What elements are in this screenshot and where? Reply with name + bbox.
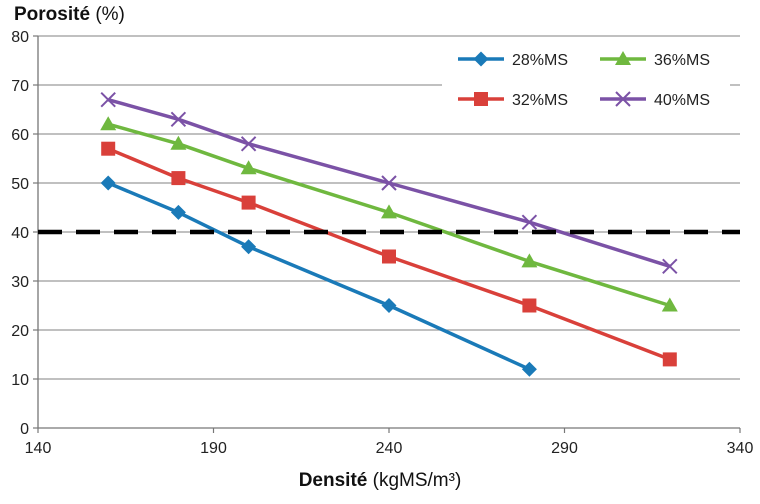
legend-marker <box>615 91 631 107</box>
data-point <box>241 195 256 210</box>
data-point <box>381 175 397 191</box>
legend-label: 36%MS <box>654 52 710 69</box>
data-point <box>662 352 677 367</box>
series-36%MS <box>100 116 678 312</box>
data-point-stroke <box>662 258 678 275</box>
data-point <box>521 253 538 268</box>
series-28%MS <box>100 175 537 377</box>
y-tick-label: 20 <box>11 323 29 340</box>
x-tick-label: 140 <box>25 440 52 457</box>
legend-marker <box>473 51 489 67</box>
x-tick-label: 290 <box>551 440 578 457</box>
data-point <box>521 214 538 230</box>
legend-label: 28%MS <box>512 52 568 69</box>
data-point <box>522 298 537 313</box>
x-axis-title-main: Densité <box>298 470 368 491</box>
data-point <box>521 361 537 377</box>
legend-label: 40%MS <box>654 92 710 109</box>
y-axis-title: Porosité (%) <box>14 4 125 26</box>
legend-item: 28%MS <box>458 51 568 69</box>
legend: 28%MS 36%MS 32%MS 40%MS <box>442 44 730 116</box>
x-axis-title: Densité (kgMS/m³) <box>0 470 760 492</box>
data-point <box>240 136 257 152</box>
series-line <box>107 181 531 371</box>
y-tick-label: 80 <box>11 29 29 46</box>
data-point <box>381 298 397 313</box>
legend-label: 32%MS <box>512 92 568 109</box>
series-32%MS <box>101 141 677 367</box>
data-point <box>100 91 116 108</box>
x-tick-label: 190 <box>200 440 227 457</box>
legend-marker <box>474 92 488 106</box>
data-point-stroke <box>381 175 397 191</box>
y-tick-label: 70 <box>11 78 29 95</box>
data-point <box>170 135 187 150</box>
data-point <box>381 204 397 219</box>
series-line <box>107 98 671 268</box>
data-point <box>100 175 116 191</box>
data-point <box>382 249 396 264</box>
data-point <box>170 111 187 128</box>
y-tick-label: 30 <box>11 274 29 291</box>
data-point <box>240 160 257 175</box>
y-tick-label: 40 <box>11 225 29 242</box>
data-point-stroke <box>100 91 116 108</box>
data-point <box>101 141 116 156</box>
y-axis-title-main: Porosité <box>14 4 91 25</box>
data-point <box>171 171 186 186</box>
series-line <box>107 122 671 308</box>
series-line <box>107 147 671 362</box>
x-tick-label: 340 <box>727 440 754 457</box>
data-point-stroke <box>170 111 187 128</box>
data-point-stroke <box>521 214 538 230</box>
y-tick-label: 0 <box>20 421 29 438</box>
data-point <box>100 116 117 131</box>
data-point <box>170 204 186 220</box>
y-axis-title-unit: (%) <box>95 4 125 25</box>
data-point <box>241 239 257 255</box>
y-tick-label: 60 <box>11 127 29 144</box>
legend-background <box>442 44 730 116</box>
legend-marker <box>615 51 631 65</box>
series-40%MS <box>100 91 678 275</box>
y-tick-label: 10 <box>11 372 29 389</box>
x-axis-title-unit: (kgMS/m³) <box>372 470 462 491</box>
data-point <box>662 258 678 275</box>
legend-item: 32%MS <box>458 92 568 109</box>
x-tick-label: 240 <box>376 440 403 457</box>
y-tick-label: 50 <box>11 176 29 193</box>
legend-marker-stroke <box>615 91 631 107</box>
data-point <box>661 297 678 312</box>
legend-item: 40%MS <box>600 91 710 109</box>
legend-item: 36%MS <box>600 51 710 69</box>
data-point-stroke <box>240 136 257 152</box>
